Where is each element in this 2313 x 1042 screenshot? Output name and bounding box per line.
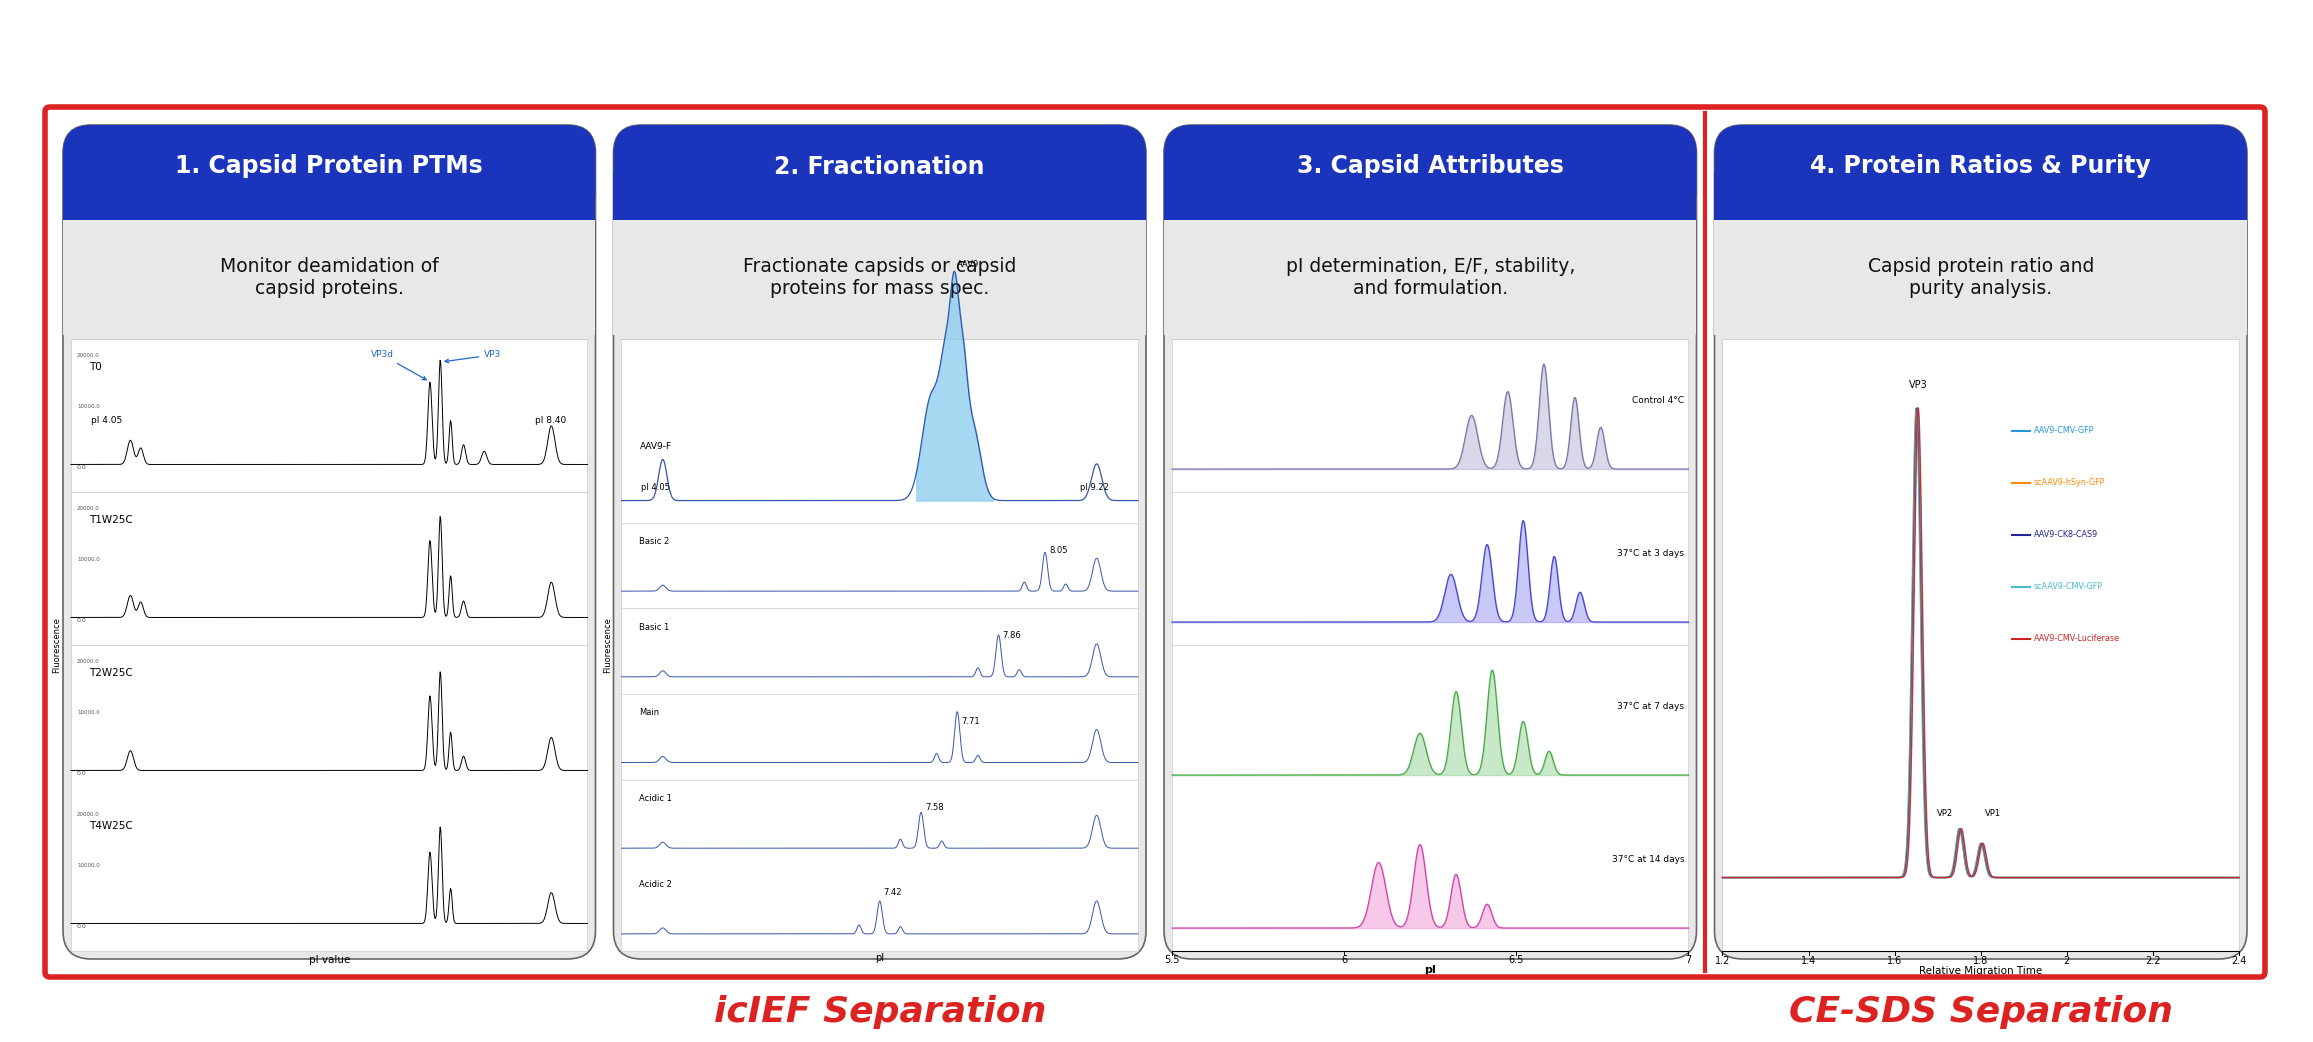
FancyBboxPatch shape <box>1714 125 2246 959</box>
Text: Main: Main <box>638 709 659 717</box>
Text: 10000.0: 10000.0 <box>76 556 99 562</box>
Text: Control 4°C: Control 4°C <box>1633 396 1684 404</box>
Bar <box>613 173 1145 220</box>
FancyBboxPatch shape <box>1714 125 2246 220</box>
Text: scAAV9-CMV-GFP: scAAV9-CMV-GFP <box>2033 582 2103 592</box>
Text: Relative Migration Time: Relative Migration Time <box>1920 966 2042 976</box>
Text: AAV9: AAV9 <box>958 260 981 269</box>
Text: 10000.0: 10000.0 <box>76 863 99 868</box>
Text: 1.2: 1.2 <box>1714 956 1730 966</box>
Text: 0.0: 0.0 <box>76 771 88 776</box>
Text: VP3: VP3 <box>1908 380 1927 390</box>
Text: 0.0: 0.0 <box>76 924 88 929</box>
Bar <box>1163 173 1695 220</box>
Text: pI: pI <box>874 953 884 963</box>
Text: 3. Capsid Attributes: 3. Capsid Attributes <box>1298 154 1564 178</box>
Text: 2.2: 2.2 <box>2144 956 2160 966</box>
Text: 4. Protein Ratios & Purity: 4. Protein Ratios & Purity <box>1811 154 2151 178</box>
Bar <box>613 220 1145 334</box>
Text: 20000.0: 20000.0 <box>76 813 99 817</box>
Bar <box>622 339 1138 951</box>
Text: VP3: VP3 <box>444 350 502 363</box>
Text: Basic 2: Basic 2 <box>638 537 671 546</box>
Text: 6.5: 6.5 <box>1508 956 1524 965</box>
Text: Fractionate capsids or capsid
proteins for mass spec.: Fractionate capsids or capsid proteins f… <box>742 257 1015 298</box>
Text: pI: pI <box>1425 965 1436 975</box>
FancyBboxPatch shape <box>62 125 594 959</box>
Text: 20000.0: 20000.0 <box>76 506 99 512</box>
Text: VP3d: VP3d <box>370 350 426 379</box>
Text: 7.58: 7.58 <box>925 802 944 812</box>
Text: 1.6: 1.6 <box>1887 956 1901 966</box>
Text: pI determination, E/F, stability,
and formulation.: pI determination, E/F, stability, and fo… <box>1286 257 1575 298</box>
Text: CE-SDS Separation: CE-SDS Separation <box>1788 995 2172 1029</box>
Text: T4W25C: T4W25C <box>88 820 132 830</box>
Bar <box>72 339 588 951</box>
Text: icIEF Separation: icIEF Separation <box>715 995 1045 1029</box>
Text: Capsid protein ratio and
purity analysis.: Capsid protein ratio and purity analysis… <box>1867 257 2093 298</box>
Text: 5.5: 5.5 <box>1163 956 1180 965</box>
Text: AAV9-F: AAV9-F <box>638 442 671 451</box>
Text: 1. Capsid Protein PTMs: 1. Capsid Protein PTMs <box>176 154 483 178</box>
Text: pI 4.05: pI 4.05 <box>641 482 671 492</box>
Text: 37°C at 14 days: 37°C at 14 days <box>1612 854 1684 864</box>
Text: VP2: VP2 <box>1936 810 1952 818</box>
Bar <box>1723 339 2239 951</box>
Text: 2.4: 2.4 <box>2232 956 2246 966</box>
Text: 7: 7 <box>1686 956 1691 965</box>
Text: VP1: VP1 <box>1985 810 2001 818</box>
Text: 7.42: 7.42 <box>884 889 902 897</box>
Text: pI 4.05: pI 4.05 <box>90 416 123 425</box>
Bar <box>1163 220 1695 334</box>
Text: 20000.0: 20000.0 <box>76 660 99 665</box>
Text: 37°C at 3 days: 37°C at 3 days <box>1617 549 1684 557</box>
Text: 20000.0: 20000.0 <box>76 353 99 358</box>
Text: T1W25C: T1W25C <box>88 515 132 524</box>
Text: 2: 2 <box>2063 956 2070 966</box>
Text: 7.71: 7.71 <box>960 717 981 726</box>
Text: Fluorescence: Fluorescence <box>604 617 613 673</box>
FancyBboxPatch shape <box>613 125 1145 959</box>
Text: 0.0: 0.0 <box>76 618 88 623</box>
Text: Monitor deamidation of
capsid proteins.: Monitor deamidation of capsid proteins. <box>220 257 439 298</box>
Text: 1.4: 1.4 <box>1802 956 1816 966</box>
FancyBboxPatch shape <box>1163 125 1695 220</box>
Text: Acidic 1: Acidic 1 <box>638 794 673 803</box>
Bar <box>62 173 594 220</box>
Bar <box>1714 220 2246 334</box>
Text: scAAV9-hSyn-GFP: scAAV9-hSyn-GFP <box>2033 478 2105 488</box>
Text: T2W25C: T2W25C <box>88 668 132 677</box>
Bar <box>1714 173 2246 220</box>
Bar <box>1173 339 1688 951</box>
FancyBboxPatch shape <box>62 125 594 220</box>
Text: AAV9-CMV-Luciferase: AAV9-CMV-Luciferase <box>2033 635 2119 643</box>
Text: AAV9-CMV-GFP: AAV9-CMV-GFP <box>2033 426 2093 436</box>
Text: Basic 1: Basic 1 <box>638 623 671 631</box>
Text: Fluorescence: Fluorescence <box>53 617 62 673</box>
Text: 37°C at 7 days: 37°C at 7 days <box>1617 701 1684 711</box>
FancyBboxPatch shape <box>613 125 1145 220</box>
Text: 1.8: 1.8 <box>1973 956 1989 966</box>
Text: AAV9-CK8-CAS9: AAV9-CK8-CAS9 <box>2033 530 2098 540</box>
Text: T0: T0 <box>88 362 102 372</box>
Text: pI value: pI value <box>308 956 349 965</box>
Text: pI 9.22: pI 9.22 <box>1080 482 1108 492</box>
Bar <box>62 220 594 334</box>
Text: 6: 6 <box>1342 956 1346 965</box>
Text: 7.86: 7.86 <box>1002 631 1020 640</box>
Text: 10000.0: 10000.0 <box>76 710 99 715</box>
Text: 8.05: 8.05 <box>1048 546 1066 554</box>
Text: 10000.0: 10000.0 <box>76 404 99 408</box>
Text: pI 8.40: pI 8.40 <box>537 416 567 425</box>
Text: 2. Fractionation: 2. Fractionation <box>775 154 985 178</box>
Text: 0.0: 0.0 <box>76 465 88 470</box>
Bar <box>1723 339 2239 951</box>
Text: Acidic 2: Acidic 2 <box>638 879 673 889</box>
FancyBboxPatch shape <box>1163 125 1695 959</box>
